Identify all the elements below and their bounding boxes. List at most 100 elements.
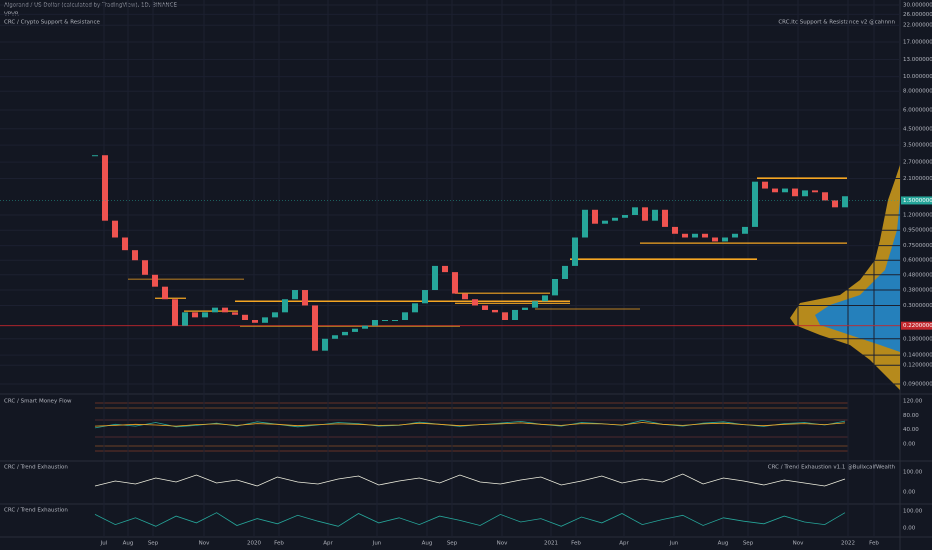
candle bbox=[112, 220, 118, 238]
pane-title: CRC / Trend Exhaustion bbox=[4, 465, 68, 471]
x-tick-label: Sep bbox=[743, 541, 754, 547]
candle bbox=[322, 338, 328, 351]
x-tick-label: Nov bbox=[497, 541, 508, 547]
candle bbox=[282, 299, 288, 313]
candle bbox=[122, 237, 128, 251]
candle bbox=[292, 290, 298, 300]
pane-title: CRC / Smart Money Flow bbox=[4, 399, 72, 405]
candle bbox=[252, 320, 258, 323]
indicator-right-label: CRC.ltc Support & Resistance v2 @cahnnn bbox=[778, 20, 895, 26]
x-tick-label: Aug bbox=[123, 541, 134, 547]
y-tick-label: 40.00 bbox=[903, 427, 919, 433]
indicator-label: CRC / Crypto Support & Resistance bbox=[4, 20, 100, 26]
indicator-line bbox=[94, 473, 846, 487]
candle bbox=[502, 312, 508, 321]
y-tick-label: 13.00000000 bbox=[903, 57, 932, 63]
candle bbox=[362, 325, 368, 329]
x-tick-label: Jun bbox=[669, 541, 679, 547]
candle bbox=[562, 265, 568, 279]
y-tick-label: 26.00000000 bbox=[903, 12, 932, 18]
x-tick-label: Nov bbox=[199, 541, 210, 547]
candle bbox=[612, 217, 618, 221]
candle bbox=[492, 309, 498, 313]
y-tick-label: 30.00000000 bbox=[903, 3, 932, 9]
candle bbox=[482, 305, 488, 310]
x-tick-label: Apr bbox=[619, 541, 629, 547]
x-tick-label: Jul bbox=[100, 541, 108, 547]
candle bbox=[392, 320, 398, 322]
candle bbox=[622, 215, 628, 218]
marked-level-label: 0.22000000 bbox=[903, 323, 932, 329]
y-tick-label: 6.00000000 bbox=[903, 108, 932, 114]
candle bbox=[402, 312, 408, 321]
y-tick-label: 0.09000000 bbox=[903, 382, 932, 388]
candle bbox=[172, 299, 178, 326]
y-tick-label: 80.00 bbox=[903, 413, 919, 419]
x-tick-label: Aug bbox=[422, 541, 433, 547]
candle bbox=[432, 265, 438, 291]
candle bbox=[262, 317, 268, 323]
candle bbox=[472, 299, 478, 306]
x-tick-label: 2022 bbox=[841, 541, 855, 547]
volume-profile-value-area bbox=[815, 200, 900, 352]
candle bbox=[272, 312, 278, 318]
candle bbox=[752, 181, 758, 227]
candle bbox=[372, 320, 378, 326]
y-tick-label: 2.10000000 bbox=[903, 176, 932, 182]
candle bbox=[512, 309, 518, 321]
candle bbox=[352, 328, 358, 332]
x-tick-label: Jun bbox=[372, 541, 382, 547]
candle bbox=[242, 314, 248, 321]
x-tick-label: Feb bbox=[571, 541, 581, 547]
candle bbox=[132, 250, 138, 261]
candle bbox=[422, 290, 428, 304]
candle bbox=[582, 209, 588, 238]
candle bbox=[722, 237, 728, 242]
candle bbox=[812, 190, 818, 193]
candle bbox=[672, 226, 678, 234]
candle bbox=[682, 233, 688, 238]
y-tick-label: 0.00 bbox=[903, 442, 916, 448]
candle bbox=[312, 305, 318, 351]
y-tick-label: 10.00000000 bbox=[903, 74, 932, 80]
candle bbox=[662, 209, 668, 227]
candle bbox=[692, 233, 698, 238]
x-tick-label: Feb bbox=[869, 541, 879, 547]
candle bbox=[732, 233, 738, 238]
y-tick-label: 120.00 bbox=[903, 399, 923, 405]
candle bbox=[382, 320, 388, 322]
pane-title: CRC / Trend Exhaustion bbox=[4, 508, 68, 514]
candle bbox=[212, 307, 218, 313]
y-tick-label: 2.70000000 bbox=[903, 160, 932, 166]
candle bbox=[152, 274, 158, 287]
x-tick-label: Apr bbox=[323, 541, 333, 547]
candle bbox=[542, 295, 548, 302]
y-tick-label: 100.00 bbox=[903, 470, 923, 476]
candle bbox=[652, 209, 658, 221]
candle bbox=[522, 307, 528, 310]
indicator-line bbox=[94, 512, 846, 527]
candle bbox=[102, 155, 108, 221]
candle bbox=[572, 237, 578, 266]
x-tick-label: Sep bbox=[447, 541, 458, 547]
candle bbox=[772, 188, 778, 193]
candle bbox=[802, 190, 808, 197]
candle bbox=[452, 272, 458, 294]
candle bbox=[142, 260, 148, 275]
candle bbox=[342, 331, 348, 336]
candle bbox=[232, 312, 238, 315]
candle bbox=[462, 293, 468, 300]
candle bbox=[822, 192, 828, 201]
candle bbox=[712, 237, 718, 242]
